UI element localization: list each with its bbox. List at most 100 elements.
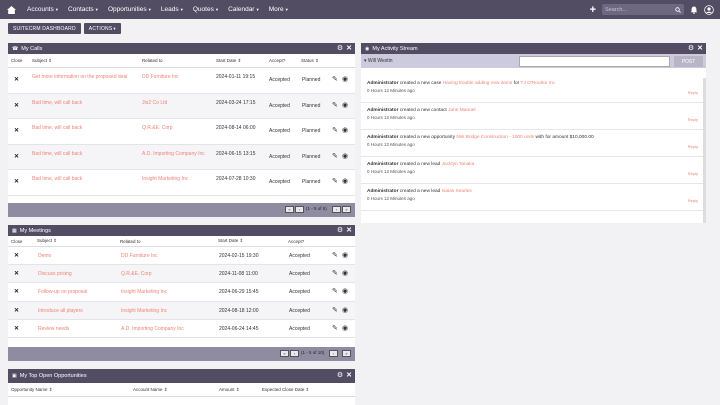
nav-accounts[interactable]: Accounts ▾: [22, 6, 63, 13]
view-eye-icon[interactable]: ◉: [342, 178, 349, 185]
view-eye-icon[interactable]: ◉: [342, 288, 349, 296]
activity-link[interactable]: NW Bridge Construction - 1000 units: [456, 135, 535, 140]
nav-opportunities[interactable]: Opportunities ▾: [103, 6, 156, 13]
close-icon[interactable]: ✕: [14, 179, 20, 185]
edit-pencil-icon[interactable]: ✎: [332, 306, 338, 314]
view-eye-icon[interactable]: ◉: [342, 306, 349, 314]
close-icon[interactable]: ✕: [14, 325, 20, 332]
subject-link[interactable]: Discuss pricing: [38, 271, 72, 278]
subject-link[interactable]: Bad time, will call back: [32, 176, 83, 182]
subject-link[interactable]: Review needs: [38, 325, 70, 332]
close-icon[interactable]: ✕: [14, 307, 20, 314]
activity-link[interactable]: Jane Manuel: [448, 108, 476, 113]
search-input[interactable]: Search...: [602, 4, 684, 15]
post-input[interactable]: [519, 56, 670, 67]
nav-more[interactable]: More ▾: [264, 6, 293, 13]
bell-icon[interactable]: [690, 6, 698, 14]
close-icon[interactable]: ✕: [14, 289, 20, 296]
related-link[interactable]: Jts2 Co Ltd: [142, 99, 168, 106]
reply-link[interactable]: Reply: [687, 90, 698, 95]
col-related[interactable]: Related to: [142, 58, 163, 63]
edit-pencil-icon[interactable]: ✎: [332, 288, 338, 296]
next-page-button[interactable]: ›: [329, 350, 338, 357]
col-opportunity-name[interactable]: Opportunity Name ⇕: [11, 386, 53, 392]
actions-dropdown[interactable]: ACTIONS ▾: [83, 23, 121, 34]
activity-actor[interactable]: Administrator: [367, 189, 399, 194]
close-icon[interactable]: ✕: [14, 77, 20, 83]
close-icon[interactable]: ✕: [346, 45, 352, 52]
activity-user[interactable]: ▾ Will Westin: [364, 58, 393, 64]
subject-link[interactable]: Demo: [38, 253, 52, 259]
reply-link[interactable]: Reply: [687, 144, 698, 149]
related-link[interactable]: Q.R.&E. Corp: [121, 271, 152, 278]
activity-actor[interactable]: Administrator: [367, 81, 399, 86]
activity-actor[interactable]: Administrator: [367, 108, 399, 113]
close-icon[interactable]: ✕: [14, 153, 20, 160]
nav-leads[interactable]: Leads ▾: [156, 6, 188, 13]
col-subject[interactable]: Subject ⇕: [37, 238, 58, 243]
col-related[interactable]: Related to: [120, 239, 141, 244]
nav-quotes[interactable]: Quotes ▾: [188, 6, 223, 13]
reply-link[interactable]: Reply: [687, 198, 698, 203]
next-page-button[interactable]: ›: [332, 206, 341, 213]
reply-link[interactable]: Reply: [687, 171, 698, 176]
last-page-button[interactable]: »: [342, 350, 351, 357]
create-plus-icon[interactable]: +: [589, 3, 596, 16]
prev-page-button[interactable]: ‹: [295, 206, 304, 213]
reply-link[interactable]: Reply: [687, 117, 698, 122]
close-icon[interactable]: ✕: [346, 372, 352, 379]
col-status[interactable]: Status ⇕: [301, 57, 319, 63]
activity-link[interactable]: Having trouble adding new items: [442, 81, 513, 86]
subject-link[interactable]: Get more information on the proposed dea…: [32, 74, 128, 80]
related-link[interactable]: DD Furniture Inc: [121, 253, 158, 259]
related-link[interactable]: A.D. Importing Company Inc: [142, 150, 205, 157]
col-account-name[interactable]: Account Name ⇕: [133, 386, 168, 392]
subject-link[interactable]: Bad time, will call back: [32, 150, 83, 157]
activity-actor[interactable]: Administrator: [367, 162, 399, 167]
edit-pencil-icon[interactable]: ✎: [332, 270, 338, 278]
subject-link[interactable]: Introduce all players: [38, 307, 83, 314]
col-startdate[interactable]: Start Date ⇕: [216, 57, 242, 63]
home-icon[interactable]: [0, 0, 22, 19]
activity-link[interactable]: Jacklyn Tanaka: [441, 162, 475, 167]
view-eye-icon[interactable]: ◉: [342, 252, 349, 259]
related-link[interactable]: Insight Marketing Inc: [142, 176, 189, 182]
edit-pencil-icon[interactable]: ✎: [332, 324, 338, 332]
related-link[interactable]: DD Furniture Inc: [142, 74, 179, 80]
close-icon[interactable]: ✕: [14, 271, 20, 278]
close-icon[interactable]: ✕: [14, 102, 20, 109]
user-avatar-icon[interactable]: [704, 4, 714, 15]
prev-page-button[interactable]: ‹: [290, 350, 299, 357]
view-eye-icon[interactable]: ◉: [342, 152, 349, 160]
activity-link-2[interactable]: TJ O'Rourke Inc: [520, 81, 556, 86]
edit-pencil-icon[interactable]: ✎: [332, 76, 338, 83]
subject-link[interactable]: Follow-up on proposal: [38, 289, 88, 296]
edit-pencil-icon[interactable]: ✎: [332, 101, 338, 109]
col-expected-close-date[interactable]: Expected Close Date ⇕: [262, 386, 310, 392]
activity-actor[interactable]: Administrator: [367, 135, 399, 140]
gear-icon[interactable]: ⚙: [336, 227, 344, 234]
activity-scrollbar[interactable]: [703, 78, 706, 223]
edit-pencil-icon[interactable]: ✎: [332, 252, 338, 259]
subject-link[interactable]: Bad time, will call back: [32, 99, 83, 106]
related-link[interactable]: A.D. Importing Company Inc: [121, 325, 184, 332]
activity-link[interactable]: Isaias Searles: [441, 189, 472, 194]
related-link[interactable]: Insight Marketing Inc: [121, 289, 168, 296]
col-amount[interactable]: Amount ⇕: [219, 386, 240, 392]
nav-contacts[interactable]: Contacts ▾: [63, 6, 103, 13]
col-subject[interactable]: Subject ⇕: [32, 57, 53, 63]
view-eye-icon[interactable]: ◉: [342, 324, 349, 332]
view-eye-icon[interactable]: ◉: [342, 76, 349, 83]
col-startdate[interactable]: Start Date ⇕: [218, 238, 244, 243]
close-icon[interactable]: ✕: [14, 128, 20, 134]
gear-icon[interactable]: ⚙: [336, 45, 344, 52]
edit-pencil-icon[interactable]: ✎: [332, 152, 338, 160]
last-page-button[interactable]: »: [342, 206, 351, 213]
col-accept[interactable]: Accept?: [269, 58, 285, 63]
view-eye-icon[interactable]: ◉: [342, 127, 349, 134]
nav-calendar[interactable]: Calendar ▾: [223, 6, 264, 13]
first-page-button[interactable]: «: [285, 206, 294, 213]
search-icon[interactable]: [675, 6, 681, 13]
close-icon[interactable]: ✕: [14, 253, 20, 259]
view-eye-icon[interactable]: ◉: [342, 270, 349, 278]
